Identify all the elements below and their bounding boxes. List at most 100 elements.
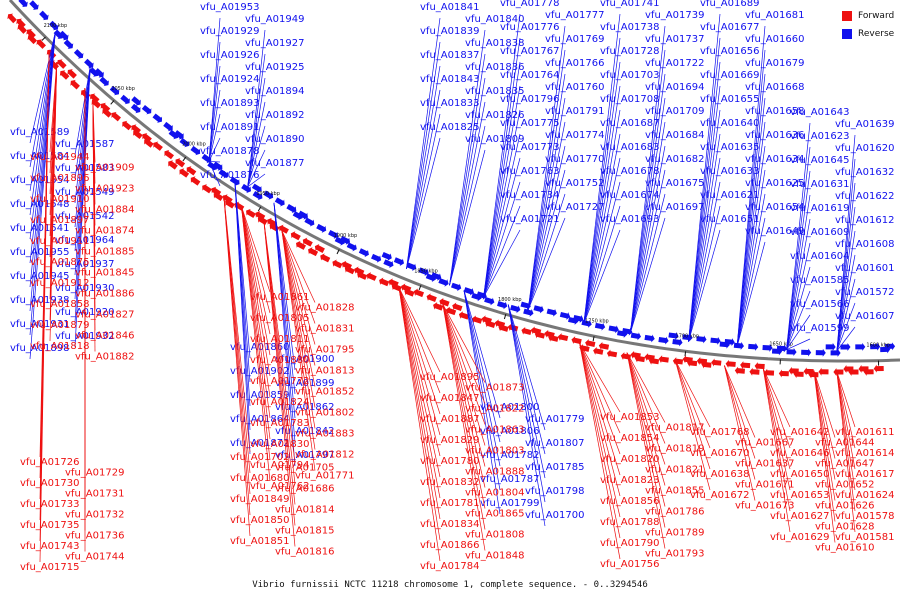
reverse-leader-line (527, 73, 566, 311)
forward-gene-arrow (90, 93, 100, 104)
reverse-gene-label: vfu_A01737 (645, 34, 704, 45)
forward-gene-label: vfu_A01847 (420, 393, 479, 404)
axis-tick-label: 1850 kbp (414, 268, 438, 274)
reverse-leader-line (583, 157, 621, 324)
forward-leader-line (626, 352, 666, 486)
forward-gene-label: vfu_A01875 (30, 257, 89, 268)
forward-gene-label: vfu_A01670 (690, 448, 749, 459)
reverse-gene-label: vfu_A01678 (600, 166, 659, 177)
reverse-gene-arrow (316, 223, 327, 233)
forward-gene-arrow (366, 272, 377, 281)
reverse-leader-line (29, 32, 56, 360)
reverse-gene-arrow (58, 30, 69, 41)
forward-gene-label: vfu_A01856 (600, 496, 659, 507)
reverse-leader-line (583, 229, 621, 324)
forward-gene-arrow (426, 293, 437, 302)
reverse-gene-label: vfu_A01767 (500, 46, 559, 57)
forward-gene-arrow (764, 368, 775, 377)
reverse-gene-arrow (710, 336, 721, 345)
reverse-leader-line (247, 173, 266, 188)
forward-gene-label: vfu_A01821 (645, 465, 704, 476)
axis-tick (592, 336, 595, 342)
reverse-gene-label: vfu_A01776 (500, 22, 559, 33)
forward-leader-line (579, 343, 621, 476)
reverse-gene-label: vfu_A01621 (700, 190, 759, 201)
forward-gene-label: vfu_A01736 (65, 531, 124, 542)
reverse-gene-label: vfu_A01926 (200, 50, 259, 61)
forward-gene-arrow (485, 319, 496, 328)
forward-leader-line (281, 230, 316, 429)
forward-leader-line (724, 365, 756, 459)
forward-gene-label: vfu_A01771 (295, 471, 354, 482)
reverse-gene-label: vfu_A01660 (745, 34, 804, 45)
forward-gene-label: vfu_A01805 (250, 313, 309, 324)
reverse-leader-line (688, 13, 721, 342)
reverse-leader-line (406, 113, 441, 269)
forward-gene-arrow (26, 29, 36, 39)
forward-gene-arrow (36, 39, 46, 49)
forward-gene-arrow (202, 184, 212, 194)
forward-gene-arrow (863, 367, 874, 376)
forward-gene-arrow (144, 138, 154, 148)
forward-gene-arrow (687, 358, 698, 367)
reverse-gene-arrow (84, 58, 94, 69)
forward-gene-arrow (344, 265, 355, 275)
reverse-gene-arrow (131, 96, 141, 106)
reverse-gene-label: vfu_A01739 (645, 10, 704, 21)
reverse-gene-label: vfu_A01924 (200, 74, 259, 85)
reverse-gene-label: vfu_A01727 (545, 202, 604, 213)
forward-gene-label: vfu_A01812 (295, 450, 354, 461)
reverse-leader-line (786, 122, 811, 350)
reverse-gene-arrow (179, 137, 190, 148)
forward-gene-arrow (133, 129, 143, 140)
forward-gene-label: vfu_A01614 (835, 448, 894, 459)
reverse-leader-line (74, 66, 91, 204)
reverse-gene-label: vfu_A01770 (545, 154, 604, 165)
forward-leader-line (813, 370, 836, 438)
reverse-leader-line (688, 157, 721, 342)
reverse-leader-line (234, 178, 251, 455)
reverse-leader-line (527, 121, 566, 311)
reverse-gene-label: vfu_A01620 (835, 143, 894, 154)
reverse-gene-label: vfu_A01625 (745, 178, 804, 189)
reverse-gene-label: vfu_A01796 (500, 94, 559, 105)
forward-leader-line (263, 220, 296, 547)
reverse-gene-arrow (358, 248, 369, 258)
forward-gene-label: vfu_A01705 (275, 463, 334, 474)
reverse-leader-line (527, 97, 566, 311)
reverse-leader-line (630, 121, 666, 333)
reverse-gene-label: vfu_A01837 (420, 50, 479, 61)
reverse-leader-line (449, 53, 486, 286)
reverse-leader-line (29, 32, 56, 216)
reverse-gene-arrow (381, 252, 392, 261)
forward-gene-label: vfu_A01781 (420, 498, 479, 509)
forward-gene-label: vfu_A01667 (735, 438, 794, 449)
reverse-leader-line (208, 113, 221, 162)
forward-gene-arrow (452, 302, 463, 311)
forward-gene-label: vfu_A01861 (250, 292, 309, 303)
reverse-leader-line (483, 37, 521, 297)
forward-gene-label: vfu_A01650 (770, 469, 829, 480)
forward-leader-line (263, 220, 296, 484)
reverse-gene-arrow (207, 161, 217, 171)
forward-gene-label: vfu_A01804 (465, 488, 524, 499)
reverse-leader-line (583, 133, 621, 324)
forward-leader-line (762, 368, 791, 491)
forward-gene-label: vfu_A01896 (30, 173, 89, 184)
forward-gene-label: vfu_A01642 (770, 427, 829, 438)
reverse-leader-line (836, 302, 856, 352)
forward-gene-label: vfu_A01729 (65, 468, 124, 479)
forward-gene-label: vfu_A01848 (465, 551, 524, 562)
reverse-gene-arrow (252, 190, 263, 201)
forward-leader-line (281, 230, 316, 471)
reverse-gene-label: vfu_A01894 (245, 86, 304, 97)
forward-gene-label: vfu_A01874 (75, 226, 134, 237)
reverse-gene-label: vfu_A01778 (500, 0, 559, 9)
reverse-leader-line (630, 169, 666, 333)
forward-gene-arrow (7, 13, 17, 24)
reverse-gene-label: vfu_A01931 (10, 319, 69, 330)
reverse-leader-line (449, 101, 486, 286)
forward-gene-arrow (534, 330, 546, 339)
reverse-gene-arrow (497, 301, 508, 310)
reverse-gene-arrow (594, 322, 606, 331)
